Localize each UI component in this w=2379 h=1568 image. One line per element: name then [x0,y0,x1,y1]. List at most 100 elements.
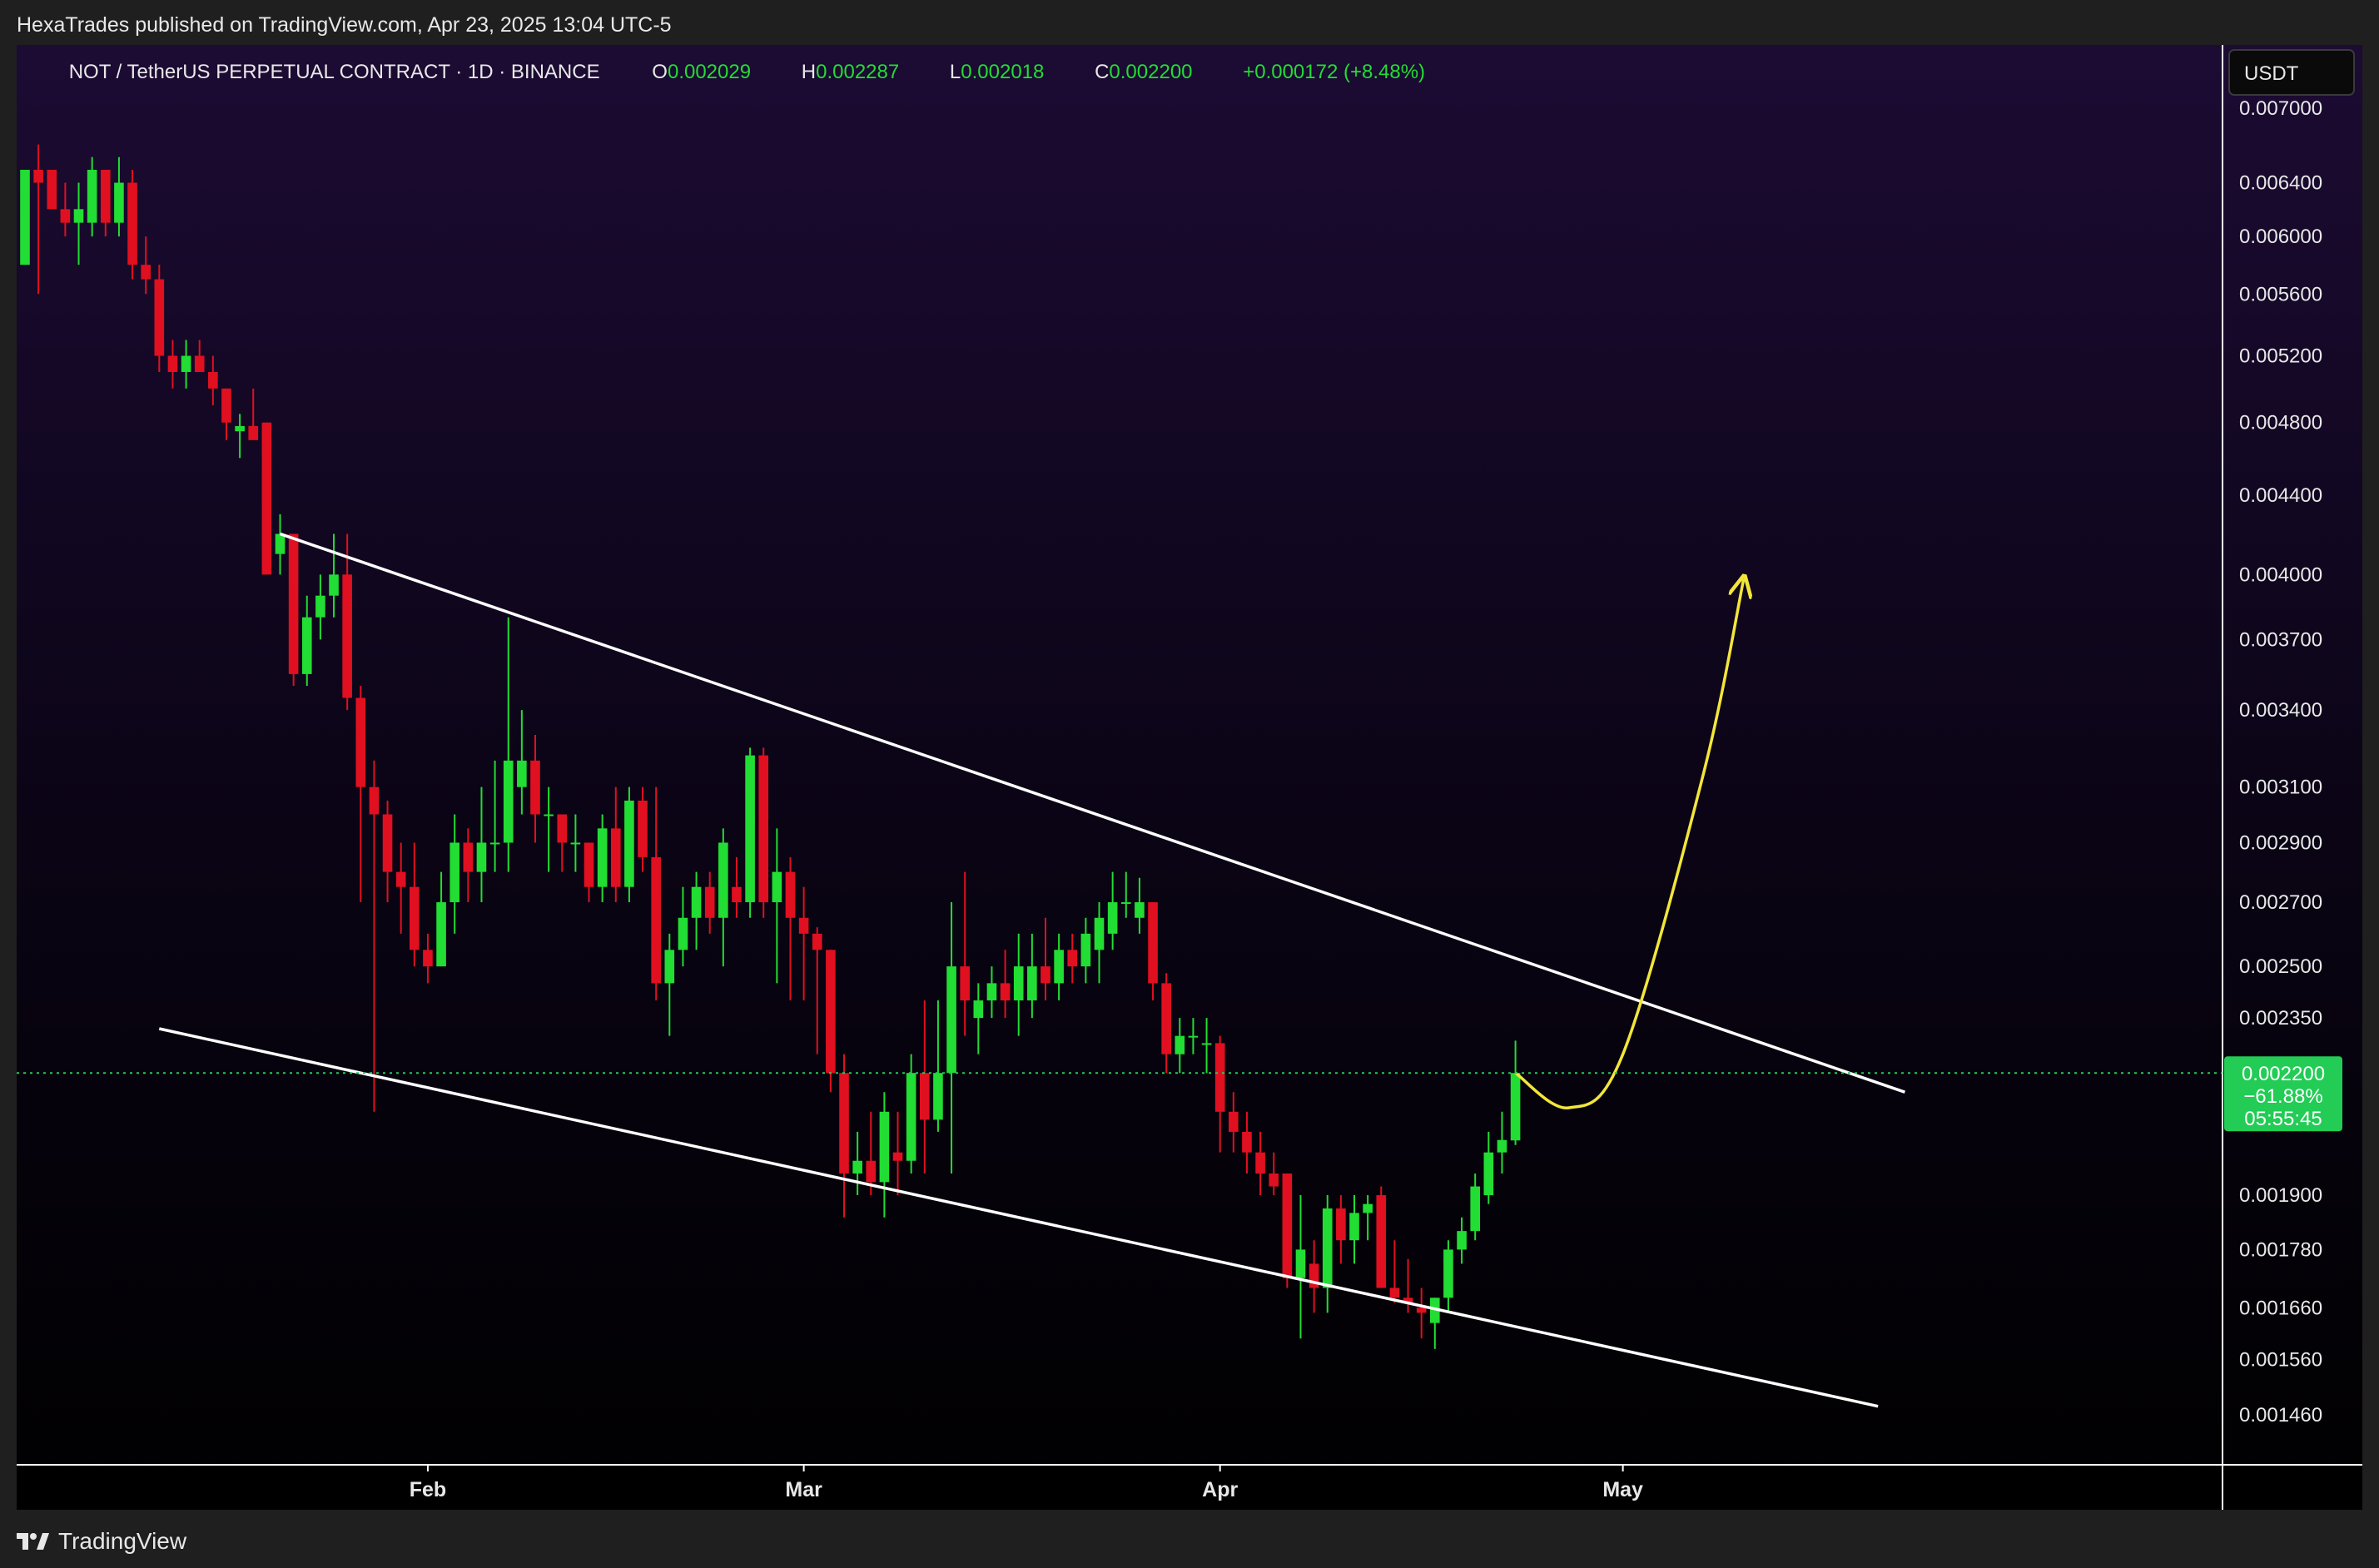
time-axis[interactable]: Feb Mar Apr May [410,1465,1643,1501]
candle-body [758,755,769,903]
candle-body [476,842,487,872]
candle [651,786,661,1001]
candle [732,856,742,918]
candle-body [638,800,648,857]
candle [208,355,218,406]
price-tick-label: 0.006000 [2239,226,2322,248]
chart[interactable]: 0.007000 0.006400 0.006000 0.005600 0.005200… [17,45,2362,1510]
candle [382,800,393,903]
candle-body [732,886,742,903]
candle [517,710,527,815]
symbol-title: NOT / TetherUS PERPETUAL CONTRACT · 1D ·… [69,61,600,83]
open-value: 0.002029 [668,61,751,83]
candle [570,814,581,872]
candle-body [1175,1035,1185,1054]
candle [167,340,178,389]
candle [919,1000,930,1174]
candle-body [1349,1213,1359,1241]
price-tick-label: 0.003700 [2239,628,2322,651]
candle-body [463,842,474,872]
candle-body [47,170,57,210]
candle-body [1416,1307,1427,1313]
candle-body [154,279,165,356]
price-tick-label: 0.002350 [2239,1007,2322,1030]
candle [1067,933,1078,984]
candle [839,1054,849,1218]
price-axis[interactable]: 0.007000 0.006400 0.006000 0.005600 0.005200… [2239,97,2322,1427]
candle [87,156,97,237]
candle [1483,1131,1494,1204]
candle-body [1067,950,1078,967]
candle [960,871,971,1036]
candle-body [826,950,836,1074]
candle-body [261,422,272,575]
candle-body [423,950,433,967]
candle [946,902,956,1174]
candle-body [288,533,299,674]
candle [1148,902,1158,1001]
candle [154,265,165,372]
candle-body [1094,917,1105,950]
candle [1094,902,1105,984]
candle-body [342,574,352,698]
candle [986,966,997,1019]
candle [20,170,30,265]
candle [1054,933,1064,1001]
candle [235,414,245,459]
price-tick-label: 0.001660 [2239,1297,2322,1319]
candle-body [906,1073,916,1161]
close-value: 0.002200 [1109,61,1192,83]
price-tick-label: 0.001900 [2239,1184,2322,1207]
candle [1255,1131,1265,1196]
chart-background [17,45,2362,1510]
price-tick-label: 0.002500 [2239,955,2322,978]
candle [624,786,634,903]
footer-brand[interactable]: TradingView [58,1528,187,1554]
candle [1214,1035,1225,1153]
candle [355,686,366,903]
candle [826,950,836,1093]
currency-label: USDT [2244,62,2299,85]
open-label: O [652,61,668,83]
price-tick-label: 0.002700 [2239,891,2322,914]
candle-body [382,814,393,872]
candle [1457,1217,1467,1264]
candle-body [1041,966,1050,984]
candle-body [839,1073,849,1174]
projection-arrow [1514,578,1744,1109]
price-tick-label: 0.001560 [2239,1349,2322,1372]
candle-body [329,574,339,596]
candle-body [1201,1043,1212,1045]
candle [678,886,688,967]
candle [1041,917,1050,1001]
candle [1336,1195,1346,1264]
last-price-change: −61.88% [2243,1085,2322,1108]
candle-body [20,170,30,265]
candle [114,156,124,237]
lower-trendline [158,1027,1879,1408]
candle [261,422,272,575]
candle-body [1054,950,1064,984]
candle [1363,1195,1373,1241]
candle-body [181,355,191,372]
price-tick-label: 0.005600 [2239,283,2322,305]
candle-body [584,842,594,887]
candle-body [517,760,527,787]
candle-body [503,760,514,843]
candle [638,786,648,872]
candle [423,933,433,984]
candle-body [624,800,634,887]
close-label: C [1095,61,1109,83]
candle [503,617,514,872]
price-tick-label: 0.005200 [2239,345,2322,368]
candle-body [235,425,245,432]
candle [1322,1195,1333,1313]
candle-body [1470,1186,1480,1232]
candle-body [1403,1298,1413,1303]
currency-button[interactable]: USDT [2228,49,2355,96]
price-tick-label: 0.001780 [2239,1238,2322,1261]
candle-body [248,425,259,440]
drawings-layer [158,532,1905,1408]
candle-body [1135,902,1145,918]
candle [1497,1111,1507,1174]
